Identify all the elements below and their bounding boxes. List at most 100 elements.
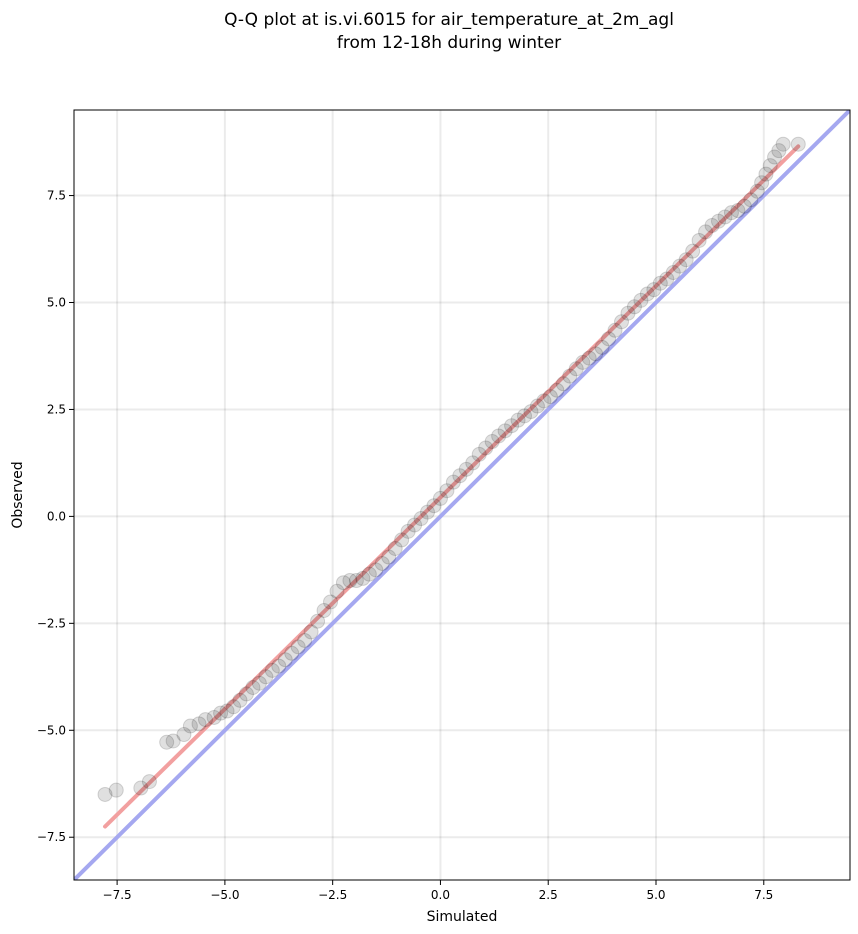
chart-title: Q-Q plot at is.vi.6015 for air_temperatu… bbox=[224, 10, 674, 53]
chart-title-line-1: Q-Q plot at is.vi.6015 for air_temperatu… bbox=[224, 10, 674, 30]
data-point bbox=[491, 428, 507, 444]
x-tick-label: 5.0 bbox=[646, 888, 665, 902]
data-point bbox=[108, 782, 124, 798]
data-point bbox=[614, 314, 630, 330]
x-tick-label: −7.5 bbox=[103, 888, 132, 902]
data-point bbox=[659, 271, 675, 287]
data-point bbox=[471, 446, 487, 462]
y-tick-label: −7.5 bbox=[37, 830, 66, 844]
data-point bbox=[594, 339, 610, 355]
data-point bbox=[176, 727, 192, 743]
data-point bbox=[310, 613, 326, 629]
data-point bbox=[620, 305, 636, 321]
data-point bbox=[361, 566, 377, 582]
data-point bbox=[723, 205, 739, 221]
data-point bbox=[381, 549, 397, 565]
data-point bbox=[439, 483, 455, 499]
data-point bbox=[581, 350, 597, 366]
data-point bbox=[141, 774, 157, 790]
y-axis-label: Observed bbox=[10, 461, 26, 528]
x-axis-label: Simulated bbox=[427, 909, 498, 925]
data-point bbox=[536, 393, 552, 409]
data-points bbox=[97, 136, 806, 802]
y-tick-label: −5.0 bbox=[37, 723, 66, 737]
data-point bbox=[277, 652, 293, 668]
data-point bbox=[133, 780, 149, 796]
data-point bbox=[517, 408, 533, 424]
data-point bbox=[497, 423, 513, 439]
data-point bbox=[445, 474, 461, 490]
x-axis-ticks: −7.5 −5.0 −2.5 0.0 2.5 5.0 7.5 bbox=[103, 880, 773, 902]
data-point bbox=[775, 136, 791, 152]
fit-line-layer bbox=[103, 144, 801, 829]
data-point bbox=[711, 213, 727, 229]
data-point bbox=[762, 158, 778, 174]
data-point bbox=[562, 368, 578, 384]
chart-title-line-2: from 12-18h during winter bbox=[337, 33, 561, 53]
data-point bbox=[607, 322, 623, 338]
data-point bbox=[529, 398, 545, 414]
x-tick-label: −2.5 bbox=[318, 888, 347, 902]
data-point bbox=[549, 382, 565, 398]
grid bbox=[74, 110, 850, 880]
data-point bbox=[730, 203, 746, 219]
data-point bbox=[555, 376, 571, 392]
y-tick-label: 2.5 bbox=[47, 402, 66, 416]
data-point bbox=[749, 183, 765, 199]
data-point bbox=[646, 282, 662, 298]
data-point bbox=[206, 709, 222, 725]
y-axis-ticks: −7.5 −5.0 −2.5 0.0 2.5 5.0 7.5 bbox=[37, 189, 74, 844]
y-tick-label: −2.5 bbox=[37, 616, 66, 630]
x-tick-label: 0.0 bbox=[431, 888, 450, 902]
data-point bbox=[790, 136, 806, 152]
reference-line bbox=[74, 110, 850, 880]
data-point bbox=[510, 412, 526, 428]
data-point bbox=[452, 468, 468, 484]
x-tick-label: 2.5 bbox=[539, 888, 558, 902]
data-point bbox=[767, 149, 783, 165]
data-point bbox=[400, 523, 416, 539]
data-point bbox=[678, 252, 694, 268]
data-point bbox=[633, 292, 649, 308]
data-point bbox=[213, 705, 229, 721]
data-point bbox=[568, 361, 584, 377]
data-point bbox=[639, 286, 655, 302]
data-point bbox=[575, 354, 591, 370]
data-point bbox=[704, 218, 720, 233]
data-point bbox=[504, 418, 520, 434]
data-point bbox=[238, 686, 254, 702]
data-point bbox=[432, 490, 448, 506]
data-point bbox=[219, 703, 235, 719]
data-point bbox=[355, 570, 371, 586]
data-point bbox=[271, 658, 287, 674]
data-point bbox=[601, 331, 617, 347]
data-point bbox=[374, 555, 390, 571]
reference-line-layer bbox=[74, 110, 850, 880]
data-point bbox=[478, 440, 494, 456]
data-point bbox=[165, 733, 181, 749]
plot-frame bbox=[73, 109, 851, 881]
data-point bbox=[264, 662, 280, 678]
y-tick-label: 7.5 bbox=[47, 189, 66, 203]
data-point bbox=[197, 712, 213, 728]
data-point bbox=[335, 575, 351, 591]
data-point bbox=[626, 299, 642, 315]
data-point bbox=[284, 645, 300, 661]
data-point bbox=[743, 192, 759, 208]
data-point bbox=[368, 562, 384, 578]
data-point bbox=[226, 699, 242, 715]
data-point bbox=[387, 540, 403, 556]
y-tick-label: 5.0 bbox=[47, 296, 66, 310]
data-point bbox=[245, 680, 261, 695]
data-point bbox=[182, 718, 198, 734]
data-point bbox=[672, 258, 688, 274]
data-point bbox=[426, 498, 442, 514]
data-point bbox=[297, 632, 313, 648]
data-point bbox=[316, 603, 332, 618]
data-point bbox=[691, 232, 707, 248]
data-point bbox=[736, 198, 752, 214]
data-point bbox=[394, 532, 410, 548]
data-point bbox=[685, 243, 701, 259]
data-point bbox=[542, 389, 558, 405]
